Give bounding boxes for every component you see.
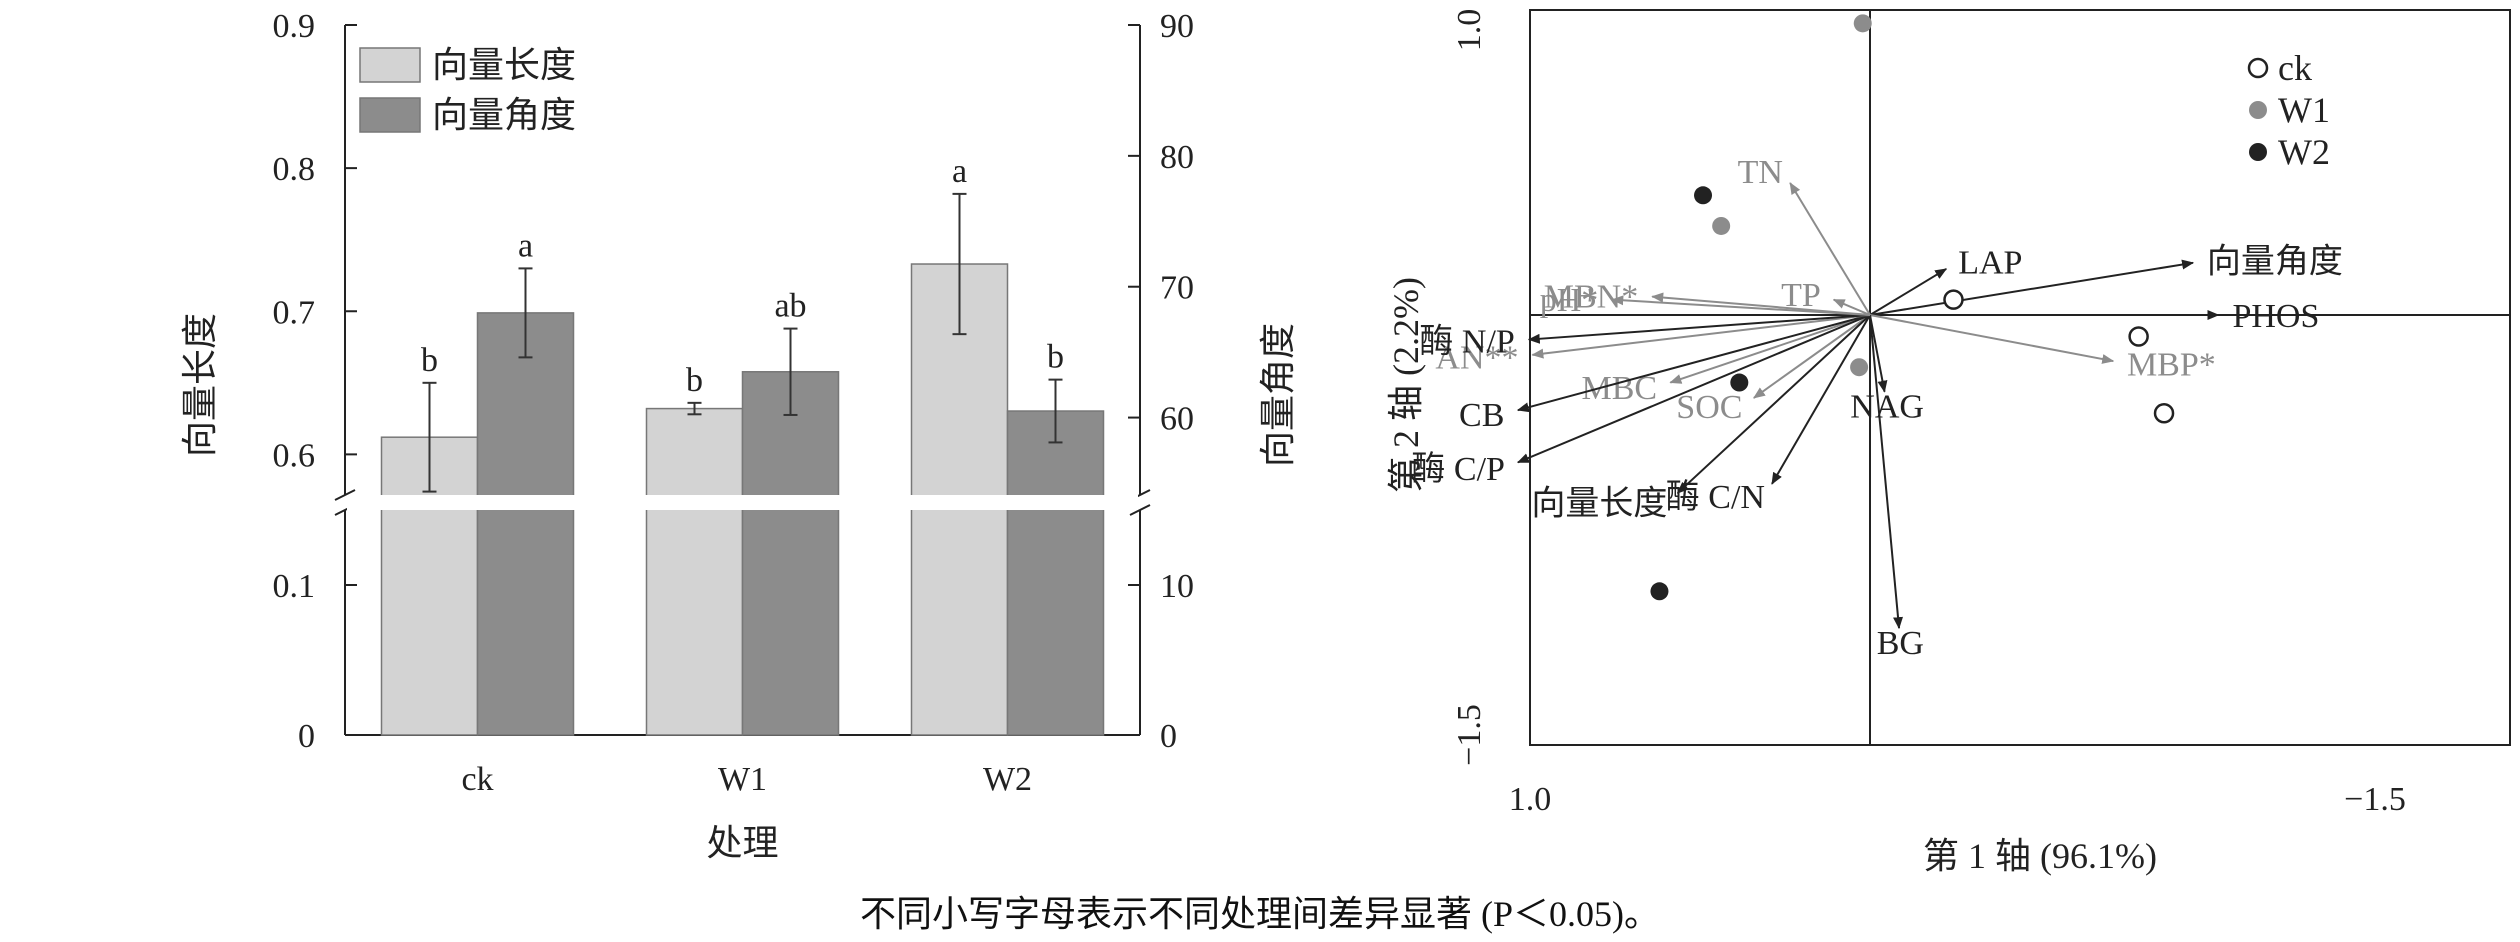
significance-letter: b: [1047, 339, 1064, 376]
vector-arrow: [1869, 314, 2115, 364]
vector-label: TP: [1781, 277, 1821, 314]
vector-label: 酶 N/P: [1419, 323, 1514, 361]
vector-arrow: [1771, 314, 1871, 485]
bar-break-band: [347, 495, 1138, 510]
vector-arrow: [1832, 298, 1871, 316]
sample-point-W2: [1694, 186, 1713, 205]
vector-label: NAG: [1850, 389, 1924, 426]
y-axis-title: 第 2 轴 (2.2%): [1386, 277, 1426, 493]
significance-letter: b: [686, 362, 703, 399]
x-tick-label: ck: [461, 761, 493, 798]
x-tick-label: 1.0: [1509, 781, 1552, 818]
vector-arrow: [1531, 314, 1871, 359]
legend-label-W1: W1: [2278, 90, 2330, 130]
sample-point-ck: [2153, 402, 2175, 424]
vector-arrow: [1789, 182, 1871, 316]
significance-letter: ab: [774, 288, 806, 325]
significance-letter: a: [518, 227, 533, 264]
left-y-tick-label: 0.7: [273, 294, 316, 331]
vector-arrow: [1753, 314, 1871, 399]
legend-label-0: 向量长度: [432, 45, 576, 85]
vector-label: SOC: [1676, 389, 1742, 426]
bar-W1-length: [645, 407, 744, 736]
left-axis-break-mark: [334, 489, 356, 501]
vector-arrow: [1527, 314, 1871, 344]
legend-label-1: 向量角度: [432, 95, 576, 135]
bar-W1-angle: [741, 371, 840, 736]
right-y-tick-label: 90: [1160, 8, 1194, 45]
legend-label-ck: ck: [2278, 48, 2312, 88]
x-tick-label: W2: [983, 761, 1032, 798]
vector-label: MBN*: [1544, 278, 1638, 315]
vector-label: pH*: [1540, 282, 1599, 319]
legend-label-W2: W2: [2278, 132, 2330, 172]
vector-arrow: [1869, 314, 1888, 393]
sample-point-W2: [1730, 373, 1749, 392]
left-y-tick-label: 0.1: [273, 568, 316, 605]
vector-arrow: [1669, 314, 1871, 384]
vector-label: MBP*: [2127, 347, 2216, 384]
vector-arrow: [1869, 259, 2195, 316]
sample-point-ck: [2128, 326, 2149, 347]
right-y-axis-title: 向量角度: [1258, 323, 1298, 467]
x-tick-label: −1.5: [2344, 781, 2406, 818]
vector-label: LAP: [1958, 245, 2022, 282]
left-y-tick-label: 0: [298, 718, 315, 755]
sample-point-ck: [1943, 289, 1964, 310]
vector-label: PHOS: [2232, 298, 2319, 335]
sample-point-W1: [1853, 14, 1872, 33]
vector-label: 向量长度: [1531, 485, 1667, 523]
vector-label: 酶 C/P: [1411, 450, 1505, 488]
vector-label: AN**: [1435, 340, 1518, 377]
bar-ck-angle: [476, 312, 575, 736]
bar-W2-angle: [1006, 410, 1105, 736]
vector-arrow: [1676, 314, 1871, 494]
x-axis-title: 处理: [706, 823, 778, 863]
sample-point-W1: [1850, 358, 1869, 377]
legend-marker-W2: [2249, 143, 2267, 161]
plot-frame: [1529, 9, 2511, 746]
right-y-tick-label: 10: [1160, 568, 1194, 605]
vector-arrow: [1869, 268, 1948, 316]
legend-swatch-0: [359, 47, 421, 83]
vector-arrow: [1869, 314, 1904, 630]
significance-letter: a: [952, 153, 967, 190]
sample-point-W1: [1712, 216, 1731, 235]
right-y-tick-label: 60: [1160, 401, 1194, 438]
y-tick-label: −1.5: [1451, 704, 1488, 766]
vector-label: BG: [1877, 625, 1924, 662]
vector-arrow: [1516, 314, 1871, 464]
y-tick-label: 1.0: [1451, 9, 1488, 52]
sample-point-W2: [1650, 582, 1669, 601]
vector-arrow: [1516, 314, 1871, 413]
x-tick-label: W1: [718, 761, 767, 798]
left-y-tick-label: 0.6: [273, 437, 316, 474]
left-y-tick-label: 0.9: [273, 8, 316, 45]
vector-label: TN: [1738, 154, 1783, 191]
vector-label: 向量角度: [2207, 243, 2343, 281]
rda-biplot: 1.0 −1.5 1.0 −1.5 第 1 轴 (96.1%) 第 2 轴 (2.2%) L…: [1386, 9, 2511, 876]
right-y-tick-label: 0: [1160, 718, 1177, 755]
right-y-tick-label: 80: [1160, 139, 1194, 176]
figure-caption: 不同小写字母表示不同处理间差异显著 (P＜0.05)。: [860, 894, 1660, 934]
legend-marker-ck: [2247, 57, 2269, 79]
vector-arrow: [1651, 292, 1871, 316]
x-axis-title: 第 1 轴 (96.1%): [1923, 836, 2157, 876]
vector-label: CB: [1459, 397, 1504, 434]
legend-marker-W1: [2249, 101, 2267, 119]
right-axis-break-mark: [1129, 504, 1151, 516]
significance-letter: b: [421, 342, 438, 379]
vector-label: 酶 C/N: [1666, 478, 1765, 516]
right-y-tick-label: 70: [1160, 270, 1194, 307]
left-y-axis-title: 向量长度: [180, 313, 220, 457]
left-y-tick-label: 0.8: [273, 151, 316, 188]
legend-swatch-1: [359, 97, 421, 133]
